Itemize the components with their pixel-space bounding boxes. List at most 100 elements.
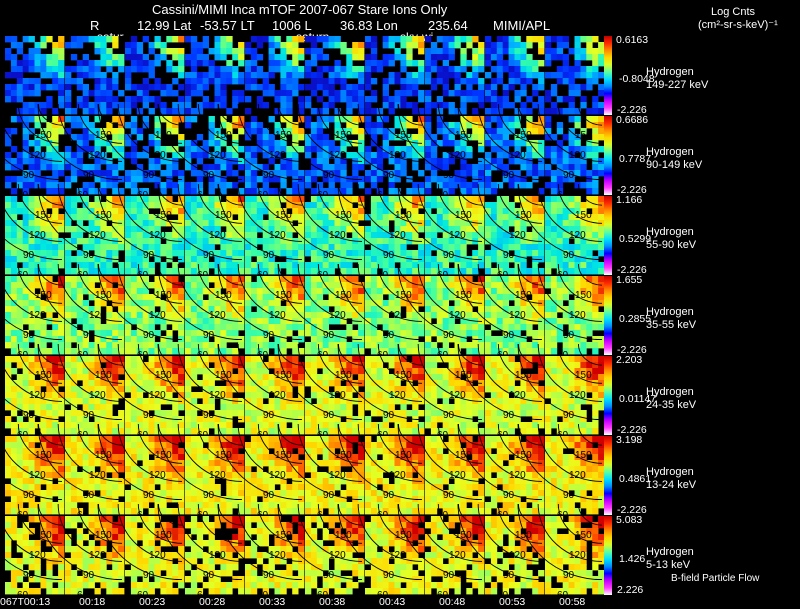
contour-label: 120 [329,550,346,561]
contour-label: 60 [257,270,269,281]
contour-label: 120 [209,310,226,321]
heatmap-cell: 150 120 90 60 [517,503,605,601]
contour-label: 150 [455,530,472,541]
heatmap-cell: 150 120 90 60 [0,103,65,201]
contour-label: 60 [317,190,329,201]
species-label: Hydrogen [646,66,694,79]
contour-label: 60 [437,190,449,201]
contour-label: 60 [497,510,509,521]
contour-label: 90 [323,250,335,261]
heatmap-cell: 150 120 90 60 [0,343,65,441]
time-tick-label: 00:28 [199,596,226,608]
contour-overlay: 150 120 90 60 [157,423,243,521]
colorbar-max: 5.083 [616,514,643,526]
heatmap-cell: 150 120 90 60 [337,423,425,521]
contour-label: 60 [17,190,29,201]
contour-label: 150 [275,210,292,221]
contour-label: 90 [563,330,575,341]
contour-label: 120 [569,470,586,481]
contour-overlay: 150 120 90 60 [0,503,63,601]
contour-label: 90 [443,490,455,501]
contour-label: 120 [269,150,286,161]
contour-label: 90 [203,570,215,581]
contour-label: 120 [449,470,466,481]
heatmap-cell: 150 120 90 60 [457,503,545,601]
contour-label: 120 [149,150,166,161]
contour-label: 90 [563,250,575,261]
contour-label: 60 [317,270,329,281]
contour-overlay: 150 120 90 60 [517,183,603,281]
contour-label: 60 [377,270,389,281]
heatmap-cell [545,36,605,115]
heatmap-cell: 150 120 90 60 [37,263,125,361]
contour-label: 150 [275,530,292,541]
contour-label: 120 [89,470,106,481]
contour-label: 150 [215,530,232,541]
heatmap-cell: 150 120 90 60 [277,183,365,281]
contour-label: 150 [275,450,292,461]
time-tick-label: 00:48 [439,596,466,608]
contour-label: 150 [335,210,352,221]
heatmap-cell: 150 120 90 60 [0,423,65,521]
energy-label: 55-90 keV [646,239,697,252]
contour-label: 120 [449,230,466,241]
contour-overlay: 150 120 90 60 [37,423,123,521]
contour-label: 120 [389,390,406,401]
contour-label: 120 [389,550,406,561]
colorbar [604,356,612,435]
contour-label: 60 [17,430,29,441]
contour-label: 90 [503,490,515,501]
contour-label: 60 [137,270,149,281]
contour-label: 90 [323,570,335,581]
contour-label: 90 [263,570,275,581]
contour-overlay: 150 120 90 60 [457,263,543,361]
contour-label: 150 [515,290,532,301]
heatmap-cell: 150 120 90 60 [337,183,425,281]
heatmap-cell: 150 120 90 60 [97,343,185,441]
contour-label: 60 [77,270,89,281]
heatmap-cell: 150 120 90 60 [97,423,185,521]
contour-label: 150 [155,130,172,141]
contour-overlay: 150 120 90 60 [517,263,603,361]
contour-label: 150 [215,450,232,461]
contour-label: 90 [203,410,215,421]
heatmap-cell: 150 120 90 60 [217,503,305,601]
contour-label: 60 [377,590,389,601]
contour-label: 150 [155,370,172,381]
contour-label: 90 [563,170,575,181]
contour-label: 60 [497,430,509,441]
contour-label: 150 [35,210,52,221]
colorbar-min: -2.226 [617,104,647,116]
contour-overlay: 150 120 90 60 [457,503,543,601]
contour-label: 60 [137,430,149,441]
contour-overlay: 150 120 90 60 [97,343,183,441]
contour-overlay: 150 120 90 60 [397,503,483,601]
heatmap-cell [185,36,245,115]
contour-label: 120 [149,550,166,561]
contour-overlay: 150 120 90 60 [517,503,603,601]
contour-label: 90 [443,250,455,261]
colorbar-min: -2.226 [617,264,647,276]
species-label: Hydrogen [646,306,694,319]
contour-label: 150 [275,130,292,141]
contour-overlay: 150 120 90 60 [37,183,123,281]
contour-label: 60 [317,510,329,521]
contour-label: 60 [557,590,569,601]
contour-label: 60 [197,590,209,601]
contour-label: 90 [323,330,335,341]
heatmap-cell [425,36,485,115]
heatmap-cell: 150 120 90 60 [0,503,65,601]
contour-label: 90 [23,250,35,261]
contour-label: 90 [503,330,515,341]
contour-label: 150 [455,130,472,141]
contour-label: 60 [197,270,209,281]
colorbar-mid: 0.01147 [619,393,657,406]
contour-overlay: 150 120 90 60 [0,263,63,361]
contour-overlay: 150 120 90 60 [397,183,483,281]
contour-label: 120 [209,550,226,561]
heatmap-cell: 150 120 90 60 [337,503,425,601]
contour-overlay: 150 120 90 60 [157,103,243,201]
local-time-readout: -53.57 LT [200,18,255,33]
contour-overlay: 150 120 90 60 [337,183,423,281]
contour-label: 150 [95,370,112,381]
